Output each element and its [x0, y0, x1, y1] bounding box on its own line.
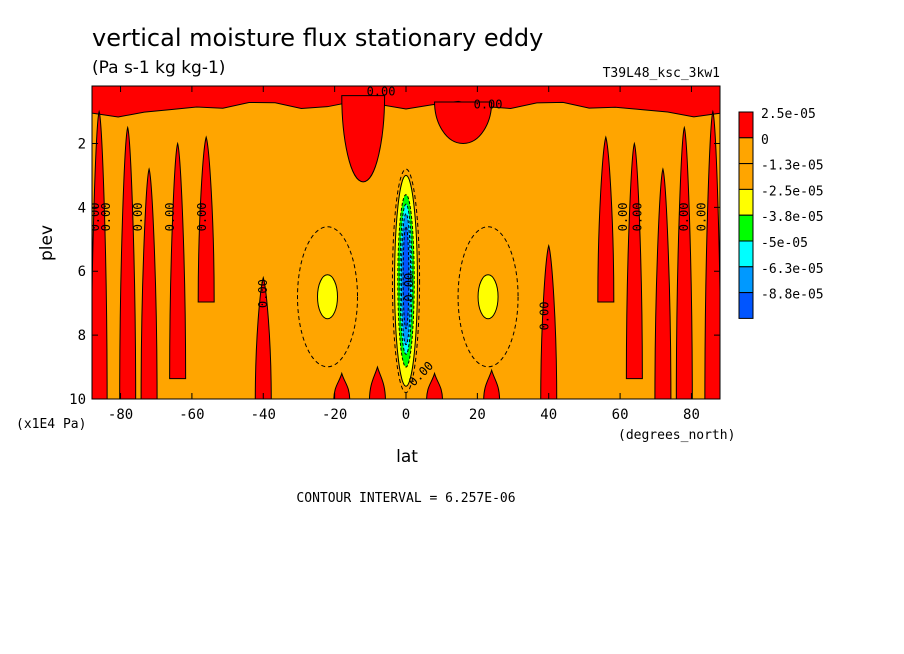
contour-label: 0.00	[695, 202, 709, 231]
positive-column	[540, 243, 558, 399]
positive-column	[119, 125, 137, 399]
y-tick-label: 4	[78, 200, 86, 216]
positive-column	[369, 365, 386, 399]
contour-label: 0.00	[163, 202, 177, 231]
contour-interval: CONTOUR INTERVAL = 6.257E-06	[296, 491, 515, 506]
positive-column	[675, 125, 693, 399]
contour-label: 0.00	[474, 97, 503, 111]
legend-label: 0	[761, 133, 769, 148]
legend-swatch	[738, 137, 754, 165]
positive-upper-blob	[434, 101, 493, 144]
x-tick-label: 40	[540, 407, 557, 423]
contour-label: 0.00	[256, 279, 270, 308]
legend-swatch	[738, 240, 754, 268]
x-tick-label: 0	[402, 407, 410, 423]
positive-upper-blob	[341, 95, 386, 183]
positive-column	[483, 368, 501, 399]
y-tick-label: 2	[78, 136, 86, 152]
contour-label: 0.00	[195, 202, 209, 231]
positive-column	[169, 141, 187, 380]
contour-label: 0.00	[99, 202, 113, 231]
legend-label: -5e-05	[761, 236, 808, 251]
legend-label: -3.8e-05	[761, 210, 824, 225]
negative-contour	[391, 168, 421, 394]
x-axis-label: lat	[396, 447, 418, 467]
chart-units: (Pa s-1 kg kg-1)	[92, 58, 225, 78]
x-tick-label: 60	[612, 407, 629, 423]
legend-label: 2.5e-05	[761, 107, 816, 122]
contour-fill: 0.000.00 0.00 0.00 0.000.000.00 0.00 0.00 0.00…	[88, 85, 720, 399]
legend-label: -8.8e-05	[761, 288, 824, 303]
negative-contour	[457, 226, 519, 368]
contour-label: 0.00	[88, 202, 102, 231]
x-tick-label: 80	[683, 407, 700, 423]
chart-title: vertical moisture flux stationary eddy	[92, 24, 543, 52]
legend-label: -2.5e-05	[761, 184, 824, 199]
positive-column	[426, 371, 443, 399]
legend-swatch	[738, 292, 754, 319]
y-axis-units: (x1E4 Pa)	[16, 417, 86, 432]
y-tick-label: 6	[78, 264, 86, 280]
legend-swatch	[738, 266, 754, 294]
positive-top-band	[92, 86, 720, 118]
contour-label: 0.00	[631, 202, 645, 231]
axis-ticks: -80 -60 -40 -20 0 20 40 60 80 2 4 6 8 10	[69, 86, 720, 423]
legend-swatch	[738, 111, 754, 139]
x-tick-label: -80	[108, 407, 133, 423]
plot-area: 0.000.00 0.00 0.00 0.000.000.00 0.00 0.00 0.00…	[88, 85, 721, 400]
x-tick-label: -20	[322, 407, 347, 423]
legend-swatch	[738, 188, 754, 216]
contour-label: 0.00	[402, 273, 416, 302]
x-tick-label: 20	[469, 407, 486, 423]
positive-column	[625, 141, 643, 380]
positive-column	[333, 371, 351, 399]
run-label: T39L48_ksc_3kw1	[603, 66, 720, 81]
negative-core-layer	[402, 226, 410, 330]
positive-column	[654, 167, 672, 399]
positive-column	[197, 135, 215, 303]
contour-label: 0.00	[131, 202, 145, 231]
legend-label: -1.3e-05	[761, 159, 824, 174]
contour-label: 0.00	[616, 202, 630, 231]
contour-label: 0.00	[538, 302, 552, 331]
color-legend: 2.5e-05 0 -1.3e-05 -2.5e-05 -3.8e-05 -5e-05 -6…	[738, 107, 824, 319]
x-axis-units: (degrees_north)	[618, 428, 735, 443]
y-tick-label: 10	[69, 392, 86, 408]
y-axis-label: plev	[37, 225, 57, 261]
negative-contour	[297, 226, 358, 368]
positive-column	[140, 167, 158, 399]
y-tick-label: 8	[78, 328, 86, 344]
side-minimum	[477, 274, 499, 320]
contour-label: 0.00	[367, 85, 396, 99]
positive-column	[597, 135, 615, 303]
legend-label: -6.3e-05	[761, 262, 824, 277]
x-tick-label: -60	[179, 407, 204, 423]
contour-label: 0.00	[677, 202, 691, 231]
legend-swatch	[738, 163, 754, 190]
positive-column	[254, 275, 272, 399]
x-tick-label: -40	[251, 407, 276, 423]
side-minimum	[317, 274, 338, 320]
legend-swatch	[738, 214, 754, 242]
